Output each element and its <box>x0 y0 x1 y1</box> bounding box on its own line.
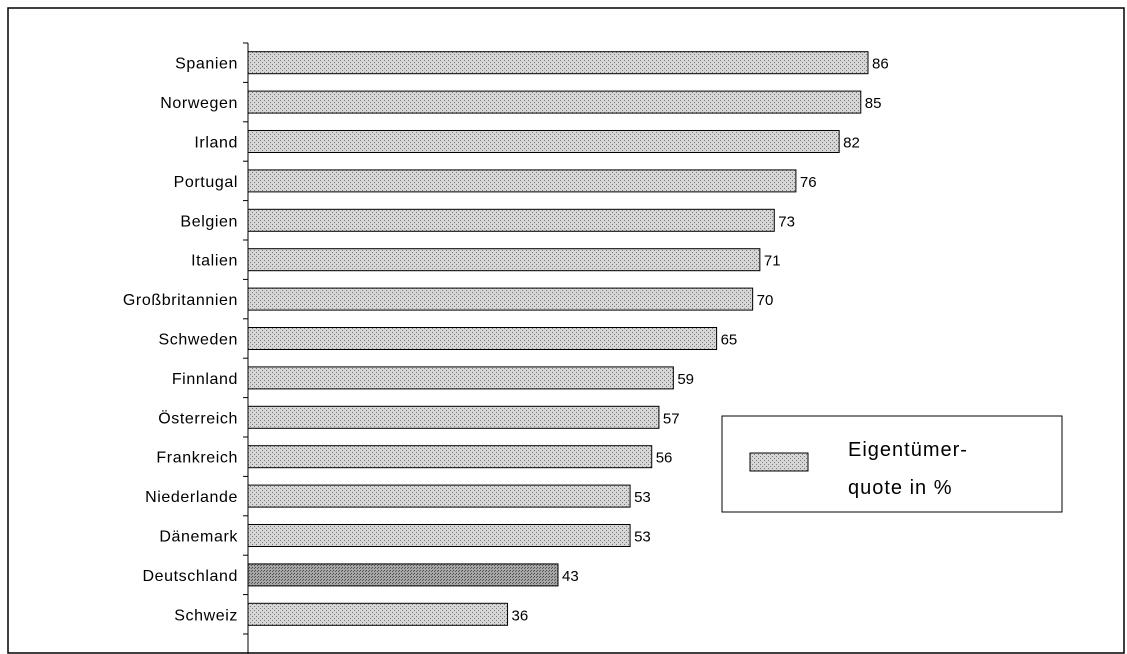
value-label: 57 <box>663 410 680 427</box>
legend-label-line-1: Eigentümer- <box>848 439 968 461</box>
bar-dänemark <box>247 524 631 547</box>
value-label: 43 <box>562 568 579 585</box>
category-label: Irland <box>194 135 238 152</box>
value-label: 53 <box>634 489 651 506</box>
bar-finnland <box>247 366 674 390</box>
bar-großbritannien <box>247 287 754 311</box>
legend: Eigentümer- quote in % <box>721 415 1063 513</box>
category-label: Österreich <box>158 409 238 427</box>
category-label: Schweiz <box>174 607 238 624</box>
category-label: Niederlande <box>145 489 238 506</box>
category-label: Belgien <box>180 213 238 230</box>
category-label: Portugal <box>174 174 238 191</box>
bar-portugal <box>247 169 797 193</box>
value-label: 36 <box>512 607 529 624</box>
bar-italien <box>247 248 761 272</box>
category-label: Norwegen <box>160 95 238 112</box>
category-label: Schweden <box>158 332 238 349</box>
category-label: Großbritannien <box>123 292 238 309</box>
value-label: 56 <box>656 450 673 467</box>
bar-schweden <box>247 327 718 350</box>
category-label: Spanien <box>175 56 238 73</box>
value-label: 73 <box>778 213 795 230</box>
bar-norwegen <box>247 90 862 114</box>
value-label: 85 <box>865 95 882 112</box>
bar-spanien <box>247 51 869 75</box>
value-label: 65 <box>721 332 738 349</box>
category-label: Frankreich <box>156 450 238 467</box>
value-label: 76 <box>800 174 817 191</box>
bar-irland <box>247 130 840 153</box>
bar-frankreich <box>247 445 653 469</box>
value-label: 53 <box>634 529 651 546</box>
plot-area: Spanien 86 Norwegen 85 Irland 82 Portugal 76 Bel… <box>123 42 889 654</box>
bar-deutschland <box>247 563 559 587</box>
legend-label-line-2: quote in % <box>848 477 953 499</box>
bar-österreich <box>247 405 660 429</box>
category-label: Deutschland <box>142 568 238 585</box>
value-label: 70 <box>757 292 774 309</box>
value-label: 59 <box>677 371 694 388</box>
category-label: Dänemark <box>159 529 238 546</box>
value-label: 86 <box>872 56 889 73</box>
bar-belgien <box>247 208 775 232</box>
value-label: 82 <box>843 135 860 152</box>
value-label: 71 <box>764 253 781 270</box>
bar-niederlande <box>247 484 631 508</box>
category-label: Italien <box>191 253 238 270</box>
bar-schweiz <box>247 602 509 626</box>
legend-swatch <box>749 452 809 472</box>
category-label: Finnland <box>172 371 238 388</box>
